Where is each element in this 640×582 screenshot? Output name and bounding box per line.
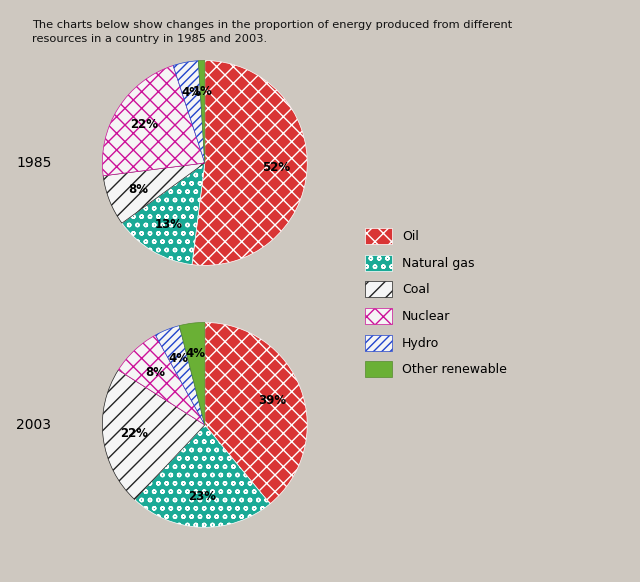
Wedge shape [192, 61, 307, 265]
Text: 4%: 4% [181, 86, 202, 99]
Wedge shape [173, 61, 205, 163]
Text: 1%: 1% [193, 85, 212, 98]
Text: 8%: 8% [128, 183, 148, 196]
Text: 22%: 22% [131, 118, 158, 131]
Wedge shape [205, 322, 307, 504]
Wedge shape [198, 61, 205, 163]
Text: 22%: 22% [120, 427, 148, 441]
Legend: Oil, Natural gas, Coal, Nuclear, Hydro, Other renewable: Oil, Natural gas, Coal, Nuclear, Hydro, … [365, 228, 507, 377]
Wedge shape [122, 163, 205, 265]
Text: 13%: 13% [154, 218, 182, 231]
Wedge shape [134, 425, 270, 527]
Text: 2003: 2003 [16, 418, 51, 432]
Text: 39%: 39% [258, 394, 286, 407]
Wedge shape [118, 335, 205, 425]
Text: 1985: 1985 [16, 156, 51, 170]
Wedge shape [102, 66, 205, 176]
Text: 23%: 23% [189, 490, 216, 503]
Text: 52%: 52% [262, 161, 291, 174]
Wedge shape [103, 163, 205, 223]
Text: 8%: 8% [146, 366, 166, 379]
Wedge shape [156, 326, 205, 425]
Text: 4%: 4% [186, 347, 206, 360]
Wedge shape [179, 322, 205, 425]
Wedge shape [102, 370, 205, 499]
Text: 4%: 4% [168, 352, 188, 365]
Text: The charts below show changes in the proportion of energy produced from differen: The charts below show changes in the pro… [32, 20, 512, 44]
